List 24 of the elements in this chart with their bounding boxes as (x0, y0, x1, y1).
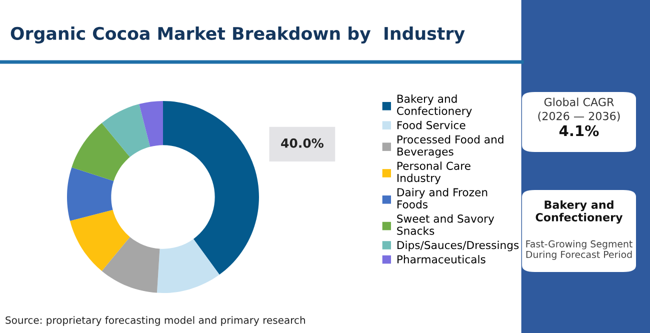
donut-slice (156, 238, 220, 293)
legend-label: Dips/Sauces/Dressings (397, 240, 519, 252)
donut-slice (139, 101, 163, 147)
donut-slice (67, 167, 114, 221)
legend-label: Food Service (397, 120, 466, 130)
text: 4.1% (559, 125, 599, 136)
legend-label: Dairy and Frozen Foods (397, 188, 488, 208)
legend-label: Processed Food and Beverages (397, 135, 504, 158)
text: Global CAGR (544, 98, 614, 106)
text: (2026 — 2036) (538, 112, 620, 122)
source-note: Source: proprietary forecasting model and primary research (6, 316, 305, 326)
data-label: 40.0% (281, 138, 324, 148)
text: Bakery and Confectionery (536, 200, 623, 224)
legend-label: Sweet and Savory Snacks (397, 214, 494, 235)
donut-slice (70, 210, 130, 271)
legend-label: Bakery and Confectionery (397, 94, 472, 118)
chart-title: Organic Cocoa Market Breakdown by Industry (10, 26, 465, 44)
donut-slice (102, 104, 150, 158)
legend-label: Personal Care Industry (397, 162, 470, 184)
text: Fast-Growing Segment During Forecast Period (526, 240, 632, 260)
donut-slice (102, 236, 160, 293)
donut-slice (163, 101, 259, 275)
donut-slice (72, 123, 130, 181)
legend-label: Pharmaceuticals (397, 255, 486, 264)
